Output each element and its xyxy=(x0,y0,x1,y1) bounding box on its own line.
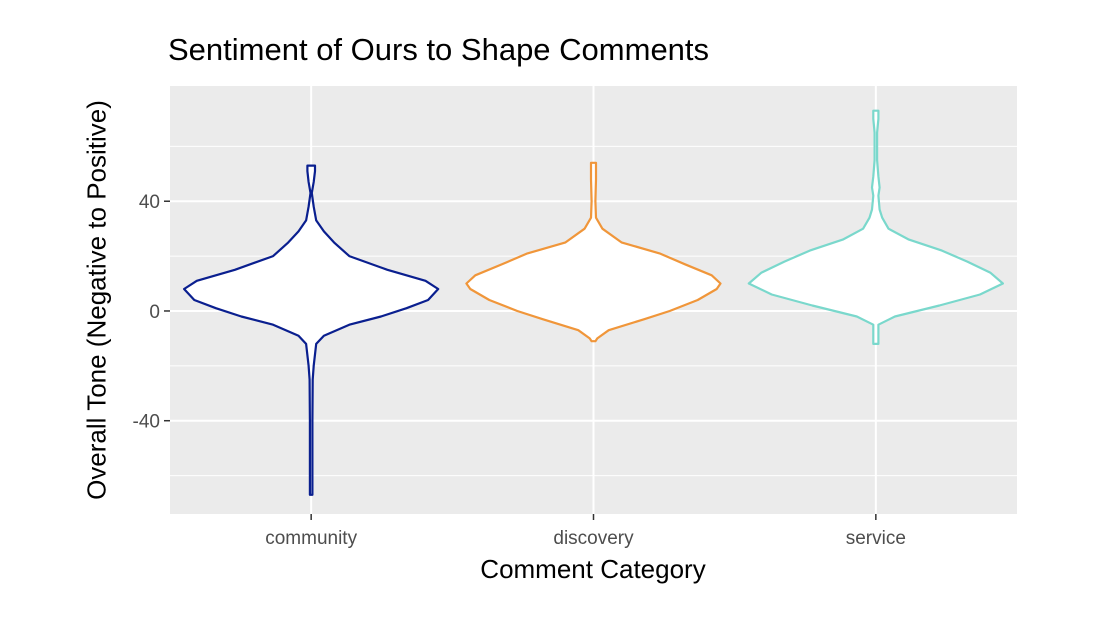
violin-service xyxy=(747,109,1004,345)
chart-title: Sentiment of Ours to Shape Comments xyxy=(168,32,710,67)
x-axis-ticks: community discovery service xyxy=(265,514,906,549)
y-axis-ticks: -40 0 40 xyxy=(133,192,170,433)
violin-discovery xyxy=(465,161,722,343)
y-tick-label: -40 xyxy=(133,412,160,433)
violins xyxy=(183,109,1004,496)
x-tick-label: discovery xyxy=(553,528,634,549)
y-tick-label: 40 xyxy=(139,192,160,213)
x-axis-label: Comment Category xyxy=(480,554,706,584)
violin-community xyxy=(183,164,440,496)
x-tick-label: service xyxy=(846,528,906,549)
x-tick-label: community xyxy=(265,528,357,549)
y-tick-label: 0 xyxy=(149,302,160,323)
